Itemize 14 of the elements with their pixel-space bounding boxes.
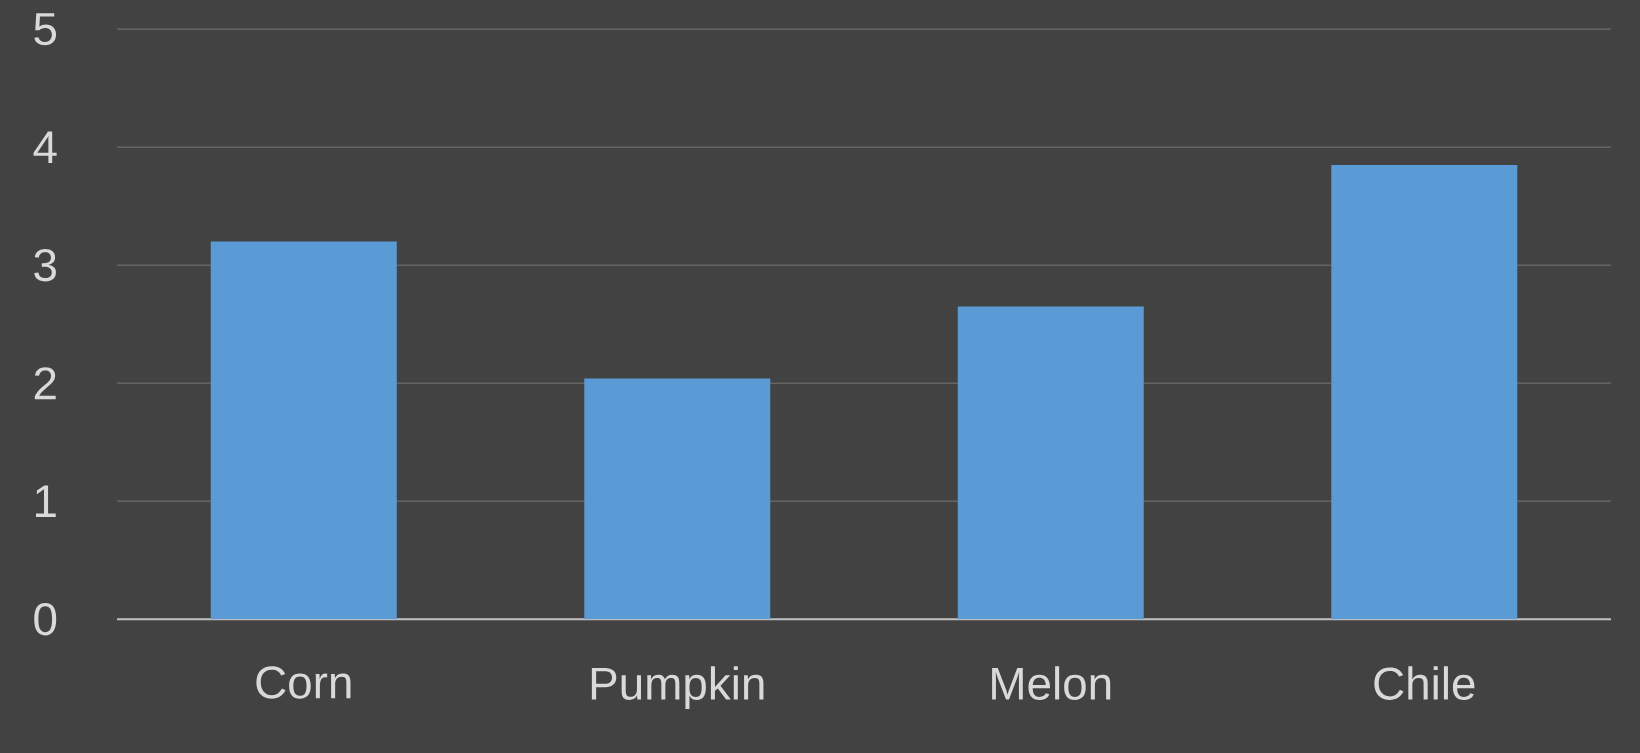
y-tick-label: 5: [34, 13, 57, 46]
x-tick-label: Melon: [992, 666, 1111, 700]
bar: [957, 306, 1144, 620]
bar: [210, 241, 397, 620]
y-tick-label: 1: [35, 485, 56, 517]
y-tick-label: 0: [34, 602, 57, 636]
y-tick-label: 2: [34, 367, 56, 400]
bar: [584, 378, 771, 620]
y-tick-label: 3: [34, 248, 56, 282]
y-tick-label: 4: [33, 131, 57, 163]
x-tick-label: Pumpkin: [591, 666, 764, 709]
x-tick-label: Corn: [256, 666, 351, 699]
bar: [1331, 164, 1518, 620]
x-tick-label: Chile: [1374, 666, 1475, 700]
